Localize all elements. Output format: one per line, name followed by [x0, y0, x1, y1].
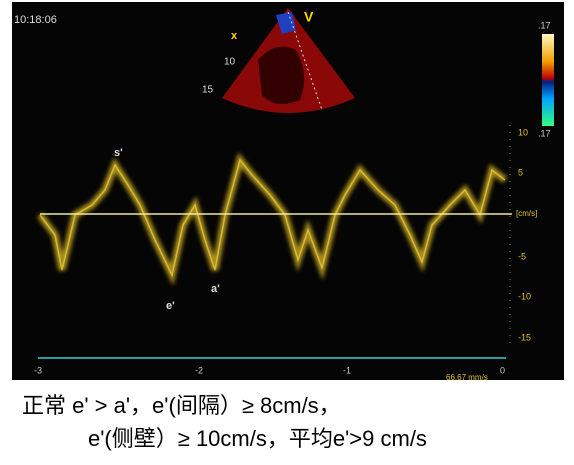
velocity-label: 10: [518, 127, 528, 137]
color-bar-label: .17: [538, 128, 551, 138]
sector-marker: V: [304, 9, 314, 25]
velocity-label: -5: [518, 251, 526, 261]
cursor-line: [287, 11, 323, 111]
time-label: -3: [34, 365, 42, 375]
color-bar: [542, 34, 554, 126]
sweep-speed: 66.67 mm/s: [446, 373, 488, 382]
velocity-label: -10: [518, 291, 531, 301]
time-label: -2: [195, 365, 203, 375]
velocity-label: 5: [518, 167, 523, 177]
velocity-label: -15: [518, 332, 531, 342]
depth-label: 15: [202, 85, 214, 96]
annotation: s': [114, 147, 123, 159]
time-label: 0: [500, 365, 505, 375]
annotation: a': [211, 283, 220, 295]
caption-line: 正常 e' > a'，e'(间隔）≥ 8cm/s，: [22, 393, 341, 418]
color-bar-label: .17: [538, 20, 551, 30]
velocity-label: [cm/s]: [516, 209, 537, 218]
sector-flow: [276, 12, 296, 34]
depth-label: 10: [224, 57, 236, 68]
sector-chamber: [258, 46, 305, 104]
doppler-trace-core: [39, 158, 506, 278]
caption-line: e'(侧壁）≥ 10cm/s，平均e'>9 cm/s: [88, 426, 427, 451]
clock: 10:18:06: [14, 14, 57, 26]
annotation: e': [166, 300, 175, 312]
sector-marker: x: [231, 30, 238, 42]
time-label: -1: [343, 365, 351, 375]
